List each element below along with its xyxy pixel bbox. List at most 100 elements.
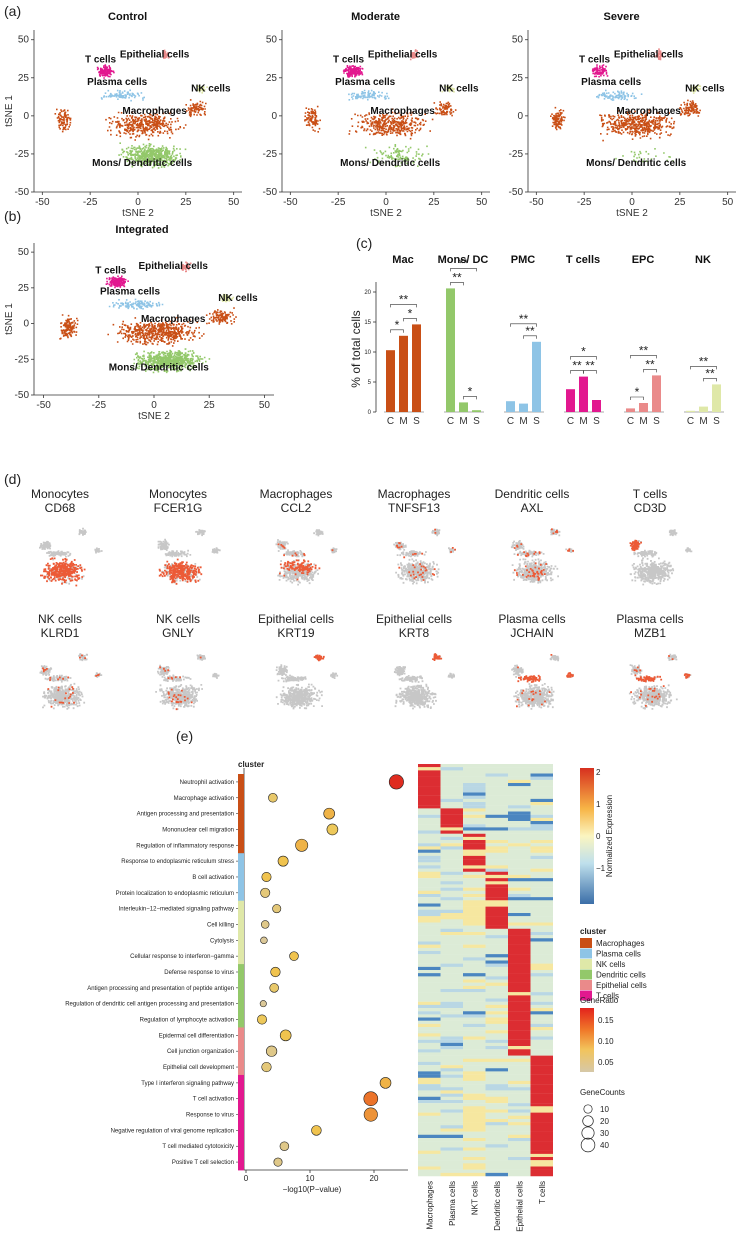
heatmap-cells [485, 890, 508, 895]
heatmap-cells [440, 897, 463, 901]
bar-sig-label: ** [452, 270, 462, 284]
heatmap-cells [508, 995, 531, 999]
heatmap-column-label: Epithelial cells [515, 1181, 524, 1232]
heatmap-cells [530, 1147, 553, 1151]
heatmap-cells [440, 1080, 508, 1085]
heatmap-cells [418, 1033, 441, 1037]
heatmap-cells [418, 840, 531, 844]
heatmap-cells [440, 1011, 463, 1015]
bar [532, 341, 541, 412]
go-term-dot [270, 966, 281, 978]
tsne-cluster-label: Epithelial cells [138, 261, 208, 272]
heatmap-cells [508, 935, 531, 939]
heatmap-cells [418, 811, 553, 815]
heatmap-cells [485, 871, 508, 876]
heatmap-cells [530, 973, 553, 977]
bar [399, 335, 408, 412]
heatmap-cells [418, 874, 531, 879]
cluster-legend-swatch [580, 948, 592, 959]
heatmap-cells [440, 912, 486, 917]
tsne-points-epithelial-cells [655, 48, 664, 61]
genecounts-legend-circle [583, 1104, 593, 1114]
feature-plot-gene: CCL2 [281, 501, 312, 515]
tsne-points-mons--dendritic-cells [118, 142, 187, 169]
bar-category-label: S [413, 416, 420, 427]
cluster-legend-title: cluster [580, 927, 606, 936]
heatmap-cells [530, 1144, 553, 1148]
bar-category-label: C [687, 416, 694, 427]
feature-points-background [511, 655, 574, 710]
heatmap-cells [440, 989, 486, 993]
tsne-x-tick-label: 50 [228, 197, 240, 208]
tsne-cluster-label: NK cells [218, 293, 258, 304]
heatmap-cells [530, 817, 553, 822]
feature-points-background [628, 653, 692, 710]
heatmap-cells [463, 786, 486, 790]
tsne-x-tick-label: -25 [331, 197, 346, 208]
heatmap-cells [508, 976, 531, 980]
heatmap-cells [508, 916, 553, 920]
heatmap-cells [418, 970, 553, 974]
cluster-legend-label: T cells [596, 992, 619, 1001]
go-term-label: Regulation of inflammatory response [136, 843, 234, 849]
bar-category-label: C [627, 416, 634, 427]
bar-sig-bracket [510, 323, 537, 327]
heatmap-cells [463, 1122, 531, 1126]
heatmap-cells [418, 1125, 531, 1129]
heatmap-cells [485, 912, 508, 917]
heatmap-cells [418, 1027, 508, 1031]
heatmap-cells [485, 1099, 508, 1104]
heatmap-cells [440, 928, 463, 933]
heatmap-cells [440, 783, 553, 787]
bar-sig-label: ** [639, 343, 649, 357]
tsne-panel-title: Moderate [351, 11, 400, 23]
heatmap-cells [440, 786, 553, 790]
tsne-cluster-label: Macrophages [616, 106, 681, 117]
heatmap-cells [418, 843, 441, 847]
go-cluster-strip [238, 837, 244, 854]
heatmap-cells [418, 944, 486, 949]
feature-plot-cell-type: Macrophages [378, 487, 451, 501]
bar-y-tick-label: 0 [368, 410, 372, 416]
heatmap-cells [418, 1099, 463, 1104]
heatmap-cells [508, 1042, 531, 1047]
heatmap-cells [418, 1147, 531, 1151]
tsne-panel-moderate: -50 -25 0 25 50 50 25 0 -25 -50 tSNE 2 Moderate T ce… [263, 11, 490, 219]
heatmap-cells [463, 985, 486, 990]
heatmap-cells [418, 906, 553, 910]
heatmap-cells [485, 814, 531, 819]
bar [412, 324, 421, 412]
bar-group-title: Mons/ DC [438, 254, 489, 266]
tsne-cluster-label: Plasma cells [87, 77, 147, 88]
heatmap-cells [418, 802, 441, 806]
heatmap-cells [530, 1065, 553, 1069]
tsne-x-label: tSNE 2 [122, 208, 154, 219]
heatmap-cells [508, 1036, 531, 1040]
heatmap-cells [440, 814, 463, 819]
bar-category-label: S [713, 416, 720, 427]
heatmap-cells [418, 950, 441, 955]
feature-plot-grid: MonocytesCD68MonocytesFCER1GMacrophagesC… [31, 487, 693, 711]
tsne-panel-title: Control [108, 11, 147, 23]
heatmap-cells [463, 957, 486, 961]
heatmap-cells [440, 1046, 508, 1050]
tsne-y-label: tSNE 1 [4, 95, 15, 127]
heatmap-cells [440, 973, 508, 977]
go-term-dot [326, 823, 339, 836]
tsne-y-tick-label: -50 [263, 187, 278, 198]
bar-sig-bracket [703, 378, 717, 382]
heatmap-cells [508, 1046, 531, 1050]
heatmap-cells [440, 830, 463, 834]
heatmap-cells [418, 992, 508, 996]
go-cluster-strip [238, 789, 244, 807]
heatmap-cells [463, 1001, 508, 1006]
heatmap-cells [418, 1055, 531, 1059]
feature-plot-gene: CD3D [634, 501, 667, 515]
heatmap-cells [418, 973, 486, 977]
heatmap-cells [485, 884, 508, 888]
tsne-points-macrophages [105, 108, 187, 141]
heatmap-cells [530, 1084, 553, 1088]
tsne-points-t-cells [591, 64, 609, 78]
heatmap-cells [530, 1134, 553, 1139]
